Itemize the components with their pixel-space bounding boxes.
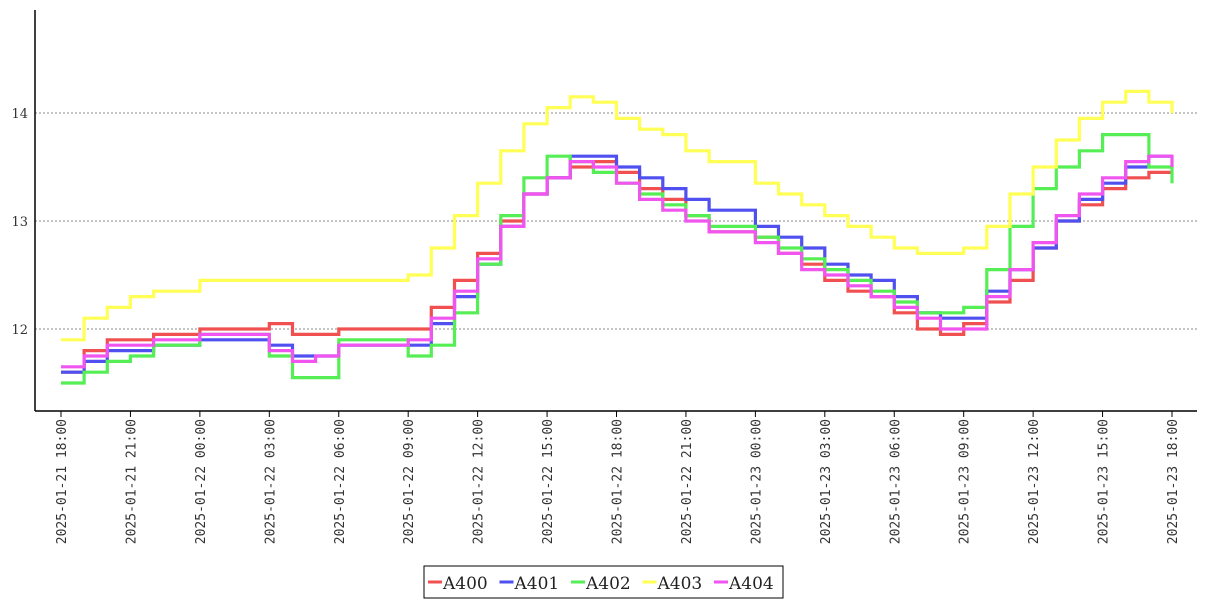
x-tick-label: 2025-01-23 12:00 [1027, 419, 1042, 544]
x-tick-label: 2025-01-23 03:00 [819, 419, 834, 544]
gridlines [35, 112, 1197, 330]
legend-label-a404: A404 [728, 574, 774, 594]
x-ticks: 2025-01-21 18:00 2025-01-21 21:00 2025-01-… [55, 411, 1181, 544]
x-tick-label: 2025-01-22 18:00 [611, 419, 626, 544]
x-tick-label: 2025-01-22 00:00 [194, 419, 209, 544]
series-line-a401 [61, 154, 1172, 374]
x-tick-label: 2025-01-21 18:00 [55, 419, 70, 544]
series-lines [61, 89, 1174, 385]
x-tick-label: 2025-01-23 06:00 [888, 419, 903, 544]
legend-label-a402: A402 [585, 574, 631, 594]
x-tick-label: 2025-01-22 03:00 [263, 419, 278, 544]
x-tick-label: 2025-01-22 06:00 [333, 419, 348, 544]
x-tick-label: 2025-01-23 09:00 [958, 419, 973, 544]
y-ticks: 12 13 14 [11, 107, 28, 338]
x-tick-label: 2025-01-22 21:00 [680, 419, 695, 544]
x-tick-label: 2025-01-21 21:00 [124, 419, 139, 544]
x-tick-label: 2025-01-22 12:00 [472, 419, 487, 544]
series-line-a404 [61, 154, 1174, 369]
x-tick-label: 2025-01-22 09:00 [402, 419, 417, 544]
x-tick-label: 2025-01-23 00:00 [749, 419, 764, 544]
x-tick-label: 2025-01-23 15:00 [1097, 419, 1112, 544]
legend-label-a401: A401 [514, 574, 560, 594]
x-tick-label: 2025-01-22 15:00 [541, 419, 556, 544]
axes [34, 10, 1197, 412]
legend: A400 A401 A402 A403 A404 [423, 565, 784, 599]
x-tick-label: 2025-01-23 18:00 [1166, 419, 1181, 544]
legend-label-a400: A400 [442, 574, 488, 594]
legend-label-a403: A403 [657, 574, 703, 594]
series-line-a402 [61, 133, 1174, 385]
series-line-a403 [61, 89, 1174, 342]
y-tick-label: 13 [11, 215, 28, 230]
y-tick-label: 12 [11, 323, 28, 338]
y-tick-label: 14 [11, 107, 28, 122]
